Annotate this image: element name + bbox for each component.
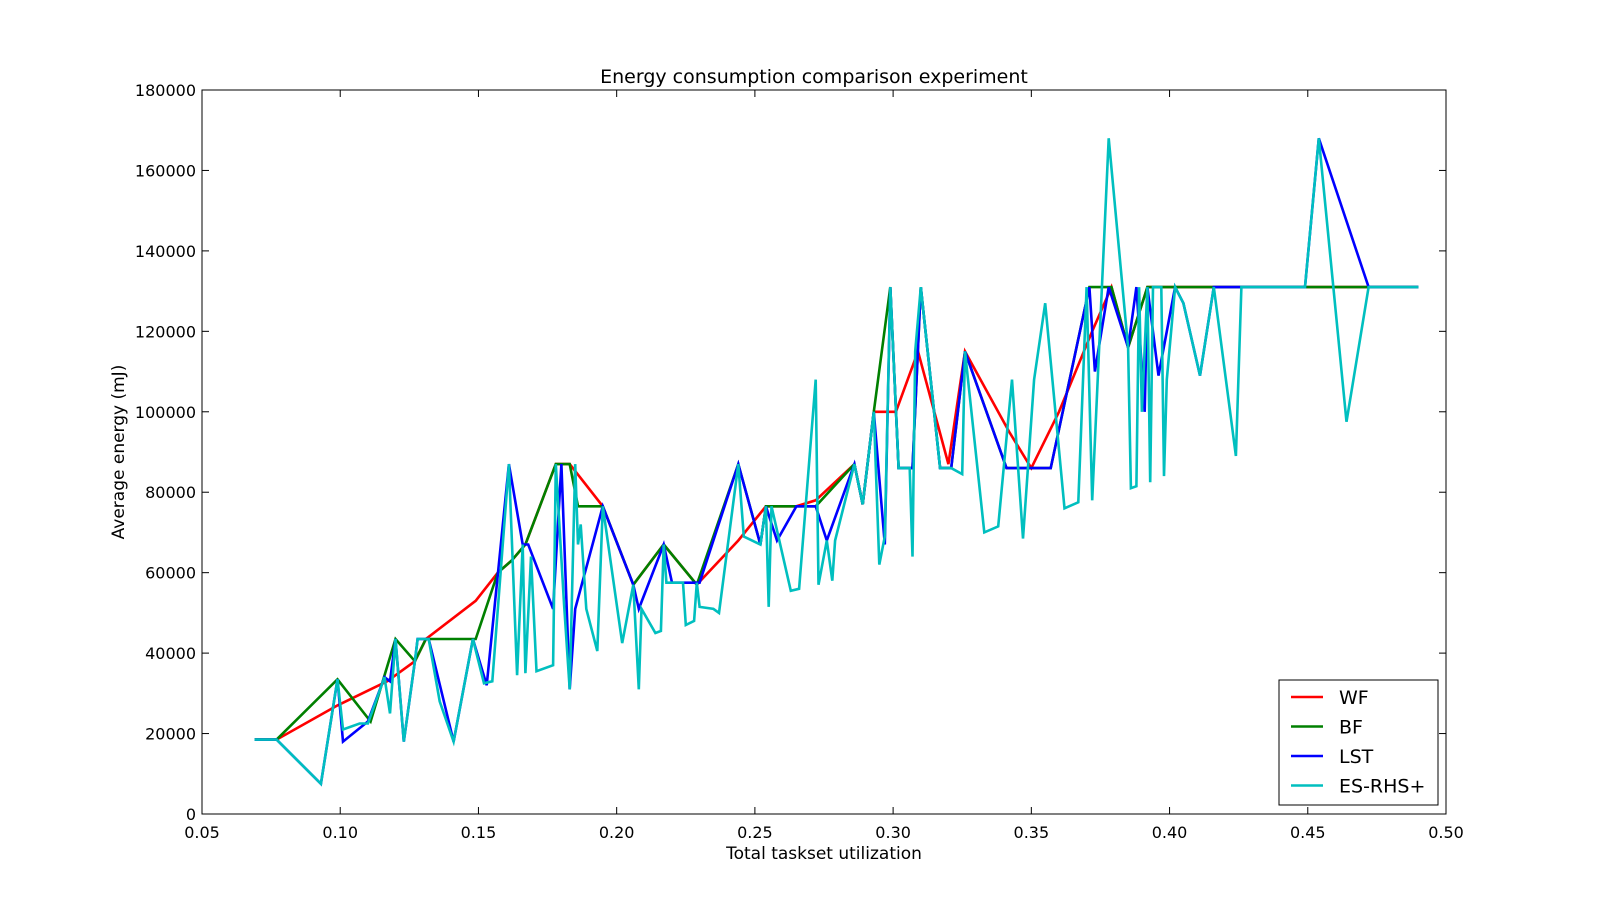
x-tick-label: 0.20 — [599, 823, 635, 842]
y-tick-label: 160000 — [135, 161, 196, 180]
y-tick-label: 140000 — [135, 242, 196, 261]
plot-frame — [201, 89, 1447, 815]
x-axis-ticks: 0.05 0.10 0.15 0.20 0.25 0.30 0.35 0.40 0.45 0.50 — [184, 90, 1464, 842]
x-tick-label: 0.30 — [875, 823, 911, 842]
legend: WF BF LST ES-RHS+ — [1278, 679, 1439, 806]
x-tick-label: 0.15 — [461, 823, 497, 842]
legend-label: BF — [1339, 717, 1363, 739]
y-tick-label: 0 — [186, 805, 196, 824]
y-tick-label: 60000 — [145, 564, 196, 583]
y-tick-label: 80000 — [145, 483, 196, 502]
x-tick-label: 0.35 — [1014, 823, 1050, 842]
y-tick-label: 40000 — [145, 644, 196, 663]
y-axis-title: Average energy (mJ) — [109, 365, 129, 540]
series-layer — [254, 137, 1419, 787]
chart-title: Energy consumption comparison experiment — [600, 66, 1028, 88]
x-tick-label: 0.50 — [1428, 823, 1464, 842]
series-line-es-rhs- — [254, 138, 1419, 787]
x-tick-label: 0.05 — [184, 823, 220, 842]
y-axis-ticks: 0 20000 40000 60000 80000 100000 120000 140000 1… — [135, 81, 1446, 824]
legend-label: ES-RHS+ — [1339, 776, 1425, 798]
legend-label: WF — [1339, 687, 1369, 709]
y-tick-label: 180000 — [135, 81, 196, 100]
legend-box — [1278, 679, 1439, 806]
x-tick-label: 0.45 — [1290, 823, 1326, 842]
x-tick-label: 0.25 — [737, 823, 773, 842]
x-tick-label: 0.10 — [322, 823, 358, 842]
y-tick-label: 100000 — [135, 403, 196, 422]
x-tick-label: 0.40 — [1152, 823, 1188, 842]
y-tick-label: 120000 — [135, 322, 196, 341]
y-tick-label: 20000 — [145, 725, 196, 744]
legend-label: LST — [1339, 746, 1374, 768]
x-axis-title: Total taskset utilization — [725, 844, 922, 864]
